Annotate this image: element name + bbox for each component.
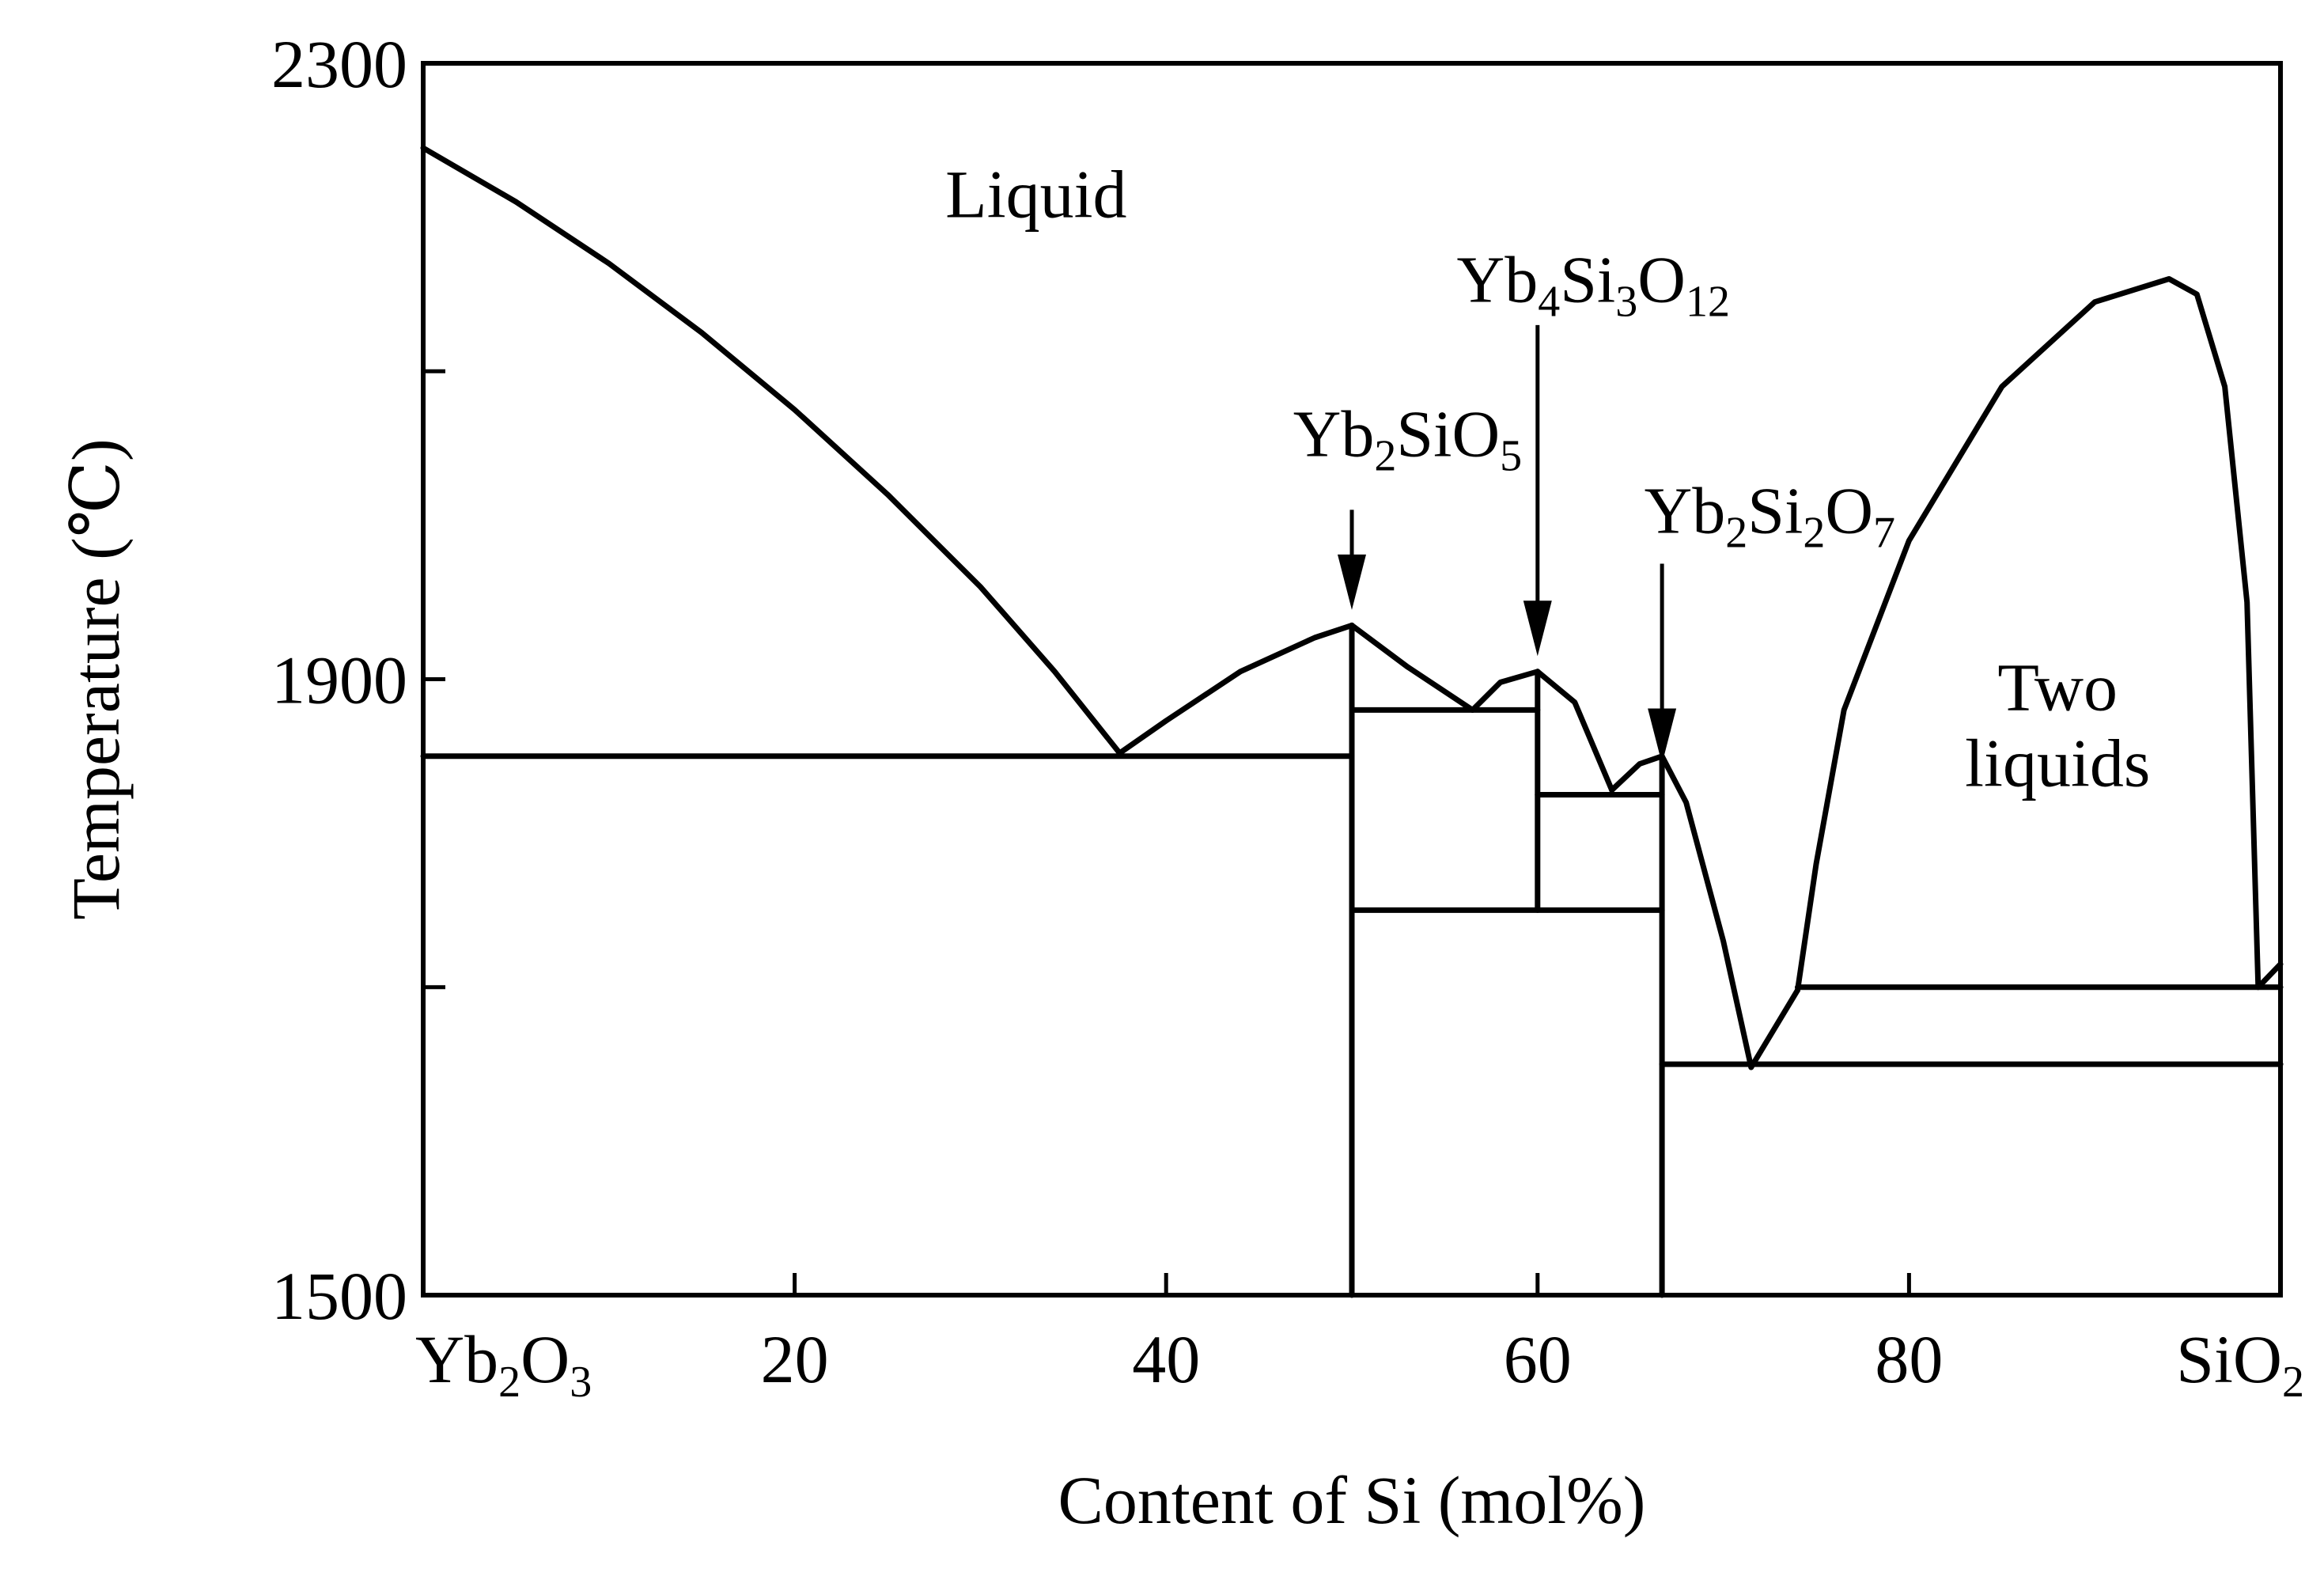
compound-label-2: Yb2Si2O7 xyxy=(1645,475,1895,558)
y-tick-label-0: 1500 xyxy=(271,1258,407,1334)
y-tick-label-2: 1900 xyxy=(271,642,407,718)
compound-label-1: Yb4Si3O12 xyxy=(1457,244,1730,327)
compound-label-0: Yb2SiO5 xyxy=(1293,397,1522,480)
region-label-0: Liquid xyxy=(945,157,1126,233)
phase-boundary-lines xyxy=(420,145,2284,1298)
axis-ticks xyxy=(423,369,1911,1295)
phase-boundary-line-5 xyxy=(1609,753,1665,794)
compound-arrow-head-1 xyxy=(1523,600,1552,657)
compound-arrow-head-2 xyxy=(1648,708,1677,764)
x-tick-label-1: 20 xyxy=(761,1321,829,1397)
x-tick-label-3: 60 xyxy=(1504,1321,1572,1397)
phase-boundary-line-3 xyxy=(1470,669,1541,713)
phase-boundary-line-6 xyxy=(1659,753,1754,1070)
phase-boundary-line-4 xyxy=(1535,669,1615,794)
y-tick-label-4: 2300 xyxy=(271,26,407,102)
region-label-1: Two liquids xyxy=(1965,649,2150,801)
x-axis-title: Content of Si (mol%) xyxy=(1058,1462,1646,1538)
x-tick-label-5: SiO2 xyxy=(2176,1321,2304,1407)
x-tick-label-4: 80 xyxy=(1875,1321,1943,1397)
y-axis-title: Temperature (℃) xyxy=(58,438,134,919)
chart-labels: Yb2O3 20 40 60 80 SiO2 1500 1900 2300 Liquid Two li… xyxy=(271,26,2304,1407)
phase-boundary-line-1 xyxy=(1117,622,1355,756)
phase-boundary-line-8 xyxy=(1795,276,2262,994)
phase-boundary-line-0 xyxy=(420,145,1122,756)
compound-arrow-head-0 xyxy=(1338,554,1366,610)
x-tick-label-0: Yb2O3 xyxy=(415,1321,592,1407)
phase-boundary-line-7 xyxy=(1748,987,1800,1070)
x-tick-label-2: 40 xyxy=(1132,1321,1200,1397)
phase-boundary-line-9 xyxy=(2255,961,2284,991)
phase-boundary-line-2 xyxy=(1349,622,1476,713)
compound-arrows xyxy=(1338,324,1677,764)
